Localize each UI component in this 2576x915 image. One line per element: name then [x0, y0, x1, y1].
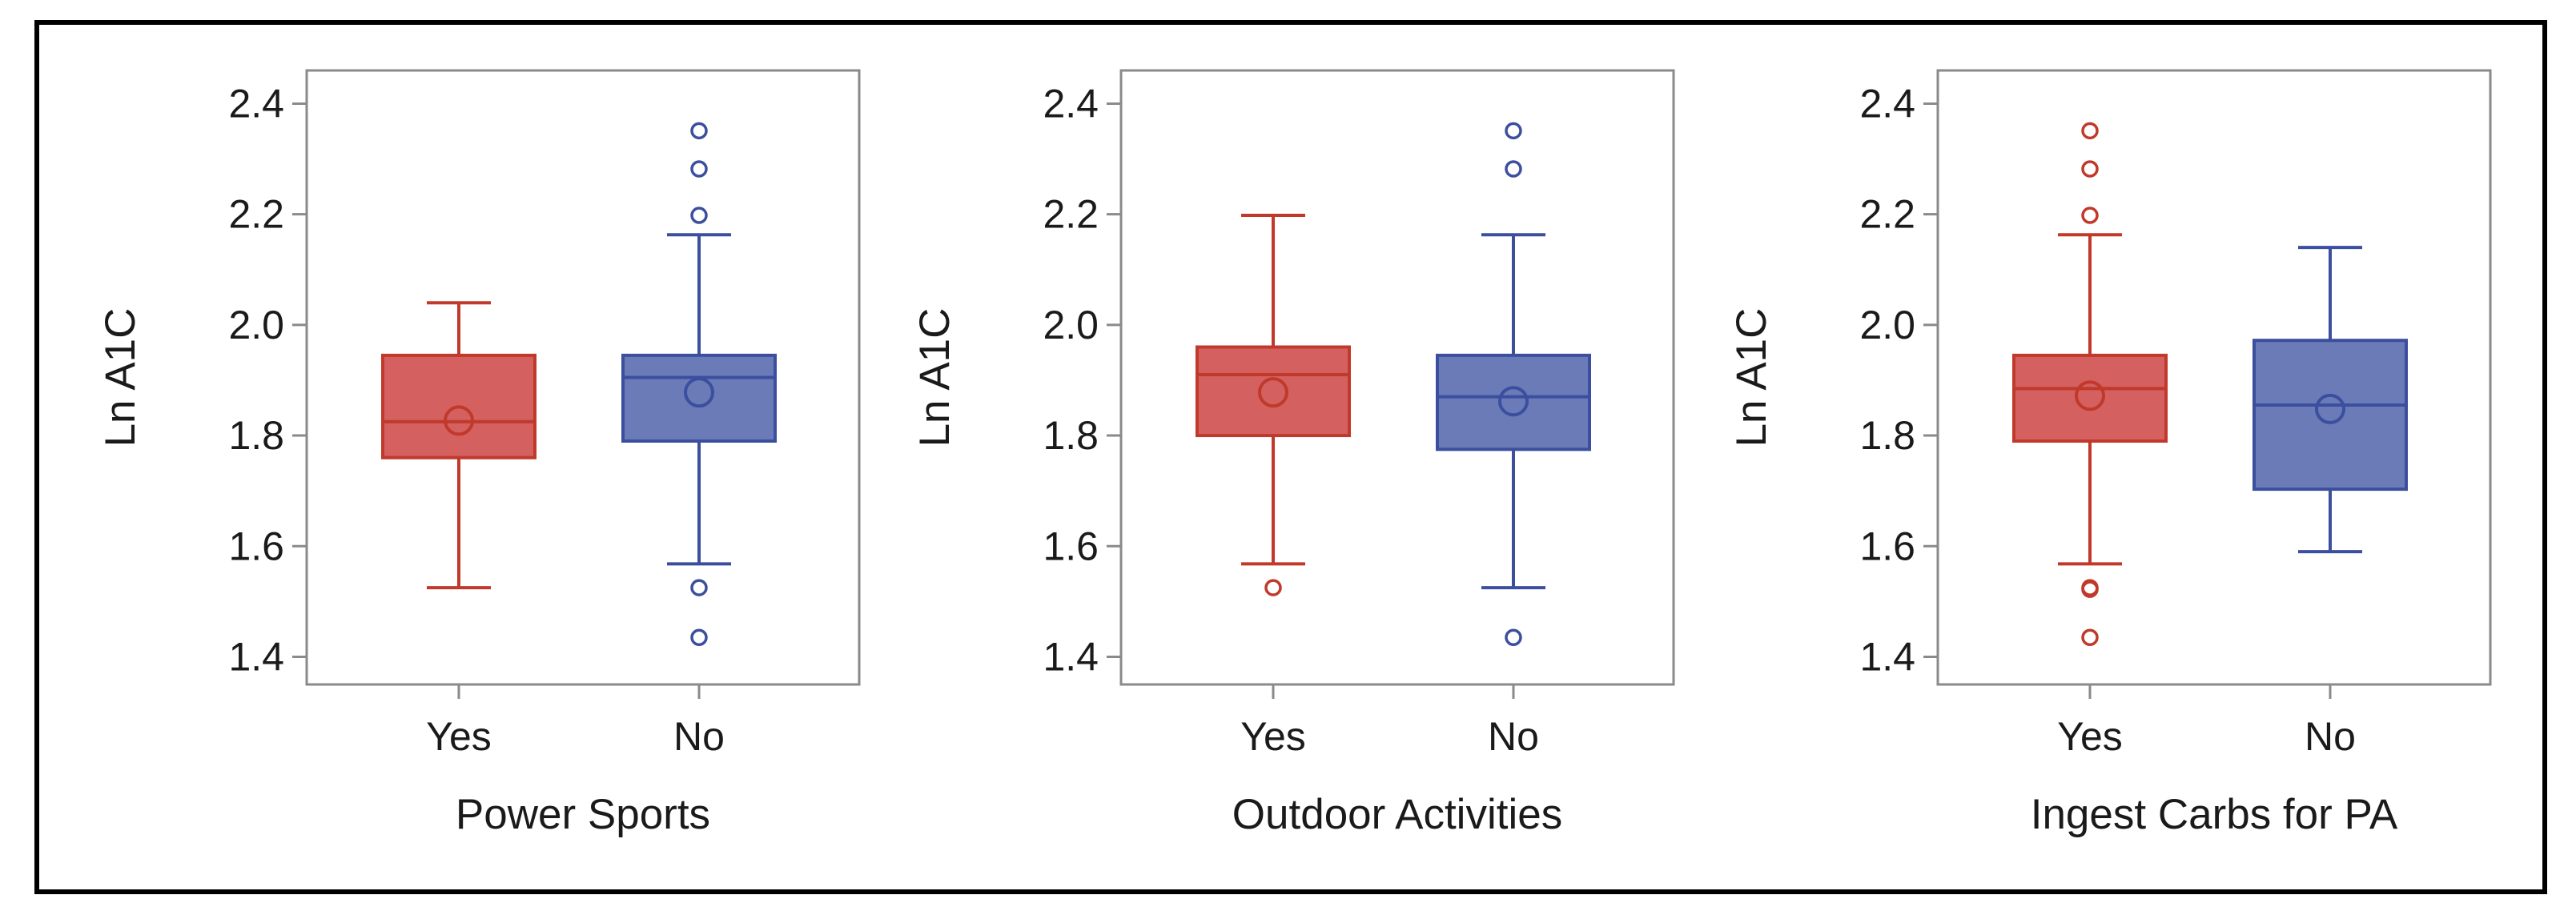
mean-marker: [1498, 386, 1529, 417]
x-tick-label: Yes: [426, 714, 492, 759]
plot-frame: [305, 69, 861, 686]
x-axis-title: Power Sports: [456, 791, 710, 838]
y-tick-label: 2.0: [228, 303, 284, 347]
outlier-point: [690, 122, 708, 140]
box-yes: [381, 301, 536, 590]
y-tick-label: 1.4: [228, 634, 284, 679]
outlier-point: [2081, 122, 2099, 140]
y-tick-label: 2.2: [228, 192, 284, 237]
x-tick-label: No: [1488, 714, 1539, 759]
mean-marker: [444, 405, 474, 436]
chart-panel-1: 1.4 1.6 1.8 2.0 2.2 2.4 Ln A1C Yes No Power Sport…: [97, 69, 861, 838]
chart-panels: 1.4 1.6 1.8 2.0 2.2 2.4 Ln A1C Yes No Power Sport…: [97, 69, 2492, 838]
y-axis-title: Ln A1C: [1728, 308, 1775, 447]
outlier-point: [2081, 628, 2099, 647]
box-no: [621, 122, 777, 647]
outlier-point: [1264, 579, 1282, 596]
plot-frame: [1936, 69, 2492, 686]
y-axis-title: Ln A1C: [97, 308, 144, 447]
mean-marker: [2075, 380, 2105, 411]
chart-panel-2: 1.4 1.6 1.8 2.0 2.2 2.4 Ln A1C Yes No Outdoor Act…: [911, 69, 1675, 838]
y-tick-label: 2.4: [228, 81, 284, 126]
outlier-point: [690, 579, 708, 596]
y-tick-label: 1.6: [1859, 524, 1915, 568]
x-axis-title: Outdoor Activities: [1232, 791, 1562, 838]
outlier-point: [1505, 160, 1522, 178]
outlier-point: [2081, 160, 2099, 178]
y-tick-label: 2.4: [1043, 81, 1099, 126]
y-tick-label: 1.6: [228, 524, 284, 568]
box-iqr: [1436, 353, 1591, 451]
box-no: [2252, 246, 2408, 554]
y-tick-label: 2.0: [1043, 303, 1099, 347]
x-tick-label: Yes: [1240, 714, 1306, 759]
mean-marker: [1258, 377, 1288, 408]
x-tick-label: No: [2305, 714, 2356, 759]
x-tick-label: No: [673, 714, 725, 759]
y-tick-label: 2.4: [1859, 81, 1915, 126]
outlier-point: [690, 628, 708, 647]
y-axis-title: Ln A1C: [911, 308, 958, 447]
y-tick-label: 2.0: [1859, 303, 1915, 347]
box-yes: [1196, 214, 1351, 596]
y-tick-label: 2.2: [1043, 192, 1099, 237]
y-tick-label: 1.8: [1859, 413, 1915, 458]
box-iqr: [1196, 345, 1351, 438]
outlier-point: [690, 207, 708, 224]
outlier-point: [2081, 207, 2099, 224]
box-no: [1436, 122, 1591, 647]
box-iqr: [2252, 339, 2408, 492]
y-tick-label: 1.8: [228, 413, 284, 458]
y-tick-label: 1.8: [1043, 413, 1099, 458]
outlier-point: [1505, 628, 1522, 647]
outlier-point: [690, 160, 708, 178]
box-yes: [2012, 122, 2168, 647]
chart-panel-3: 1.4 1.6 1.8 2.0 2.2 2.4 Ln A1C Yes No Ingest Carb…: [1728, 69, 2492, 838]
y-tick-label: 1.4: [1043, 634, 1099, 679]
mean-marker: [684, 377, 714, 408]
x-axis-title: Ingest Carbs for PA: [2031, 791, 2398, 838]
x-tick-label: Yes: [2057, 714, 2123, 759]
box-iqr: [621, 353, 777, 443]
mean-marker: [2315, 393, 2345, 424]
outlier-point: [1505, 122, 1522, 140]
y-tick-label: 2.2: [1859, 192, 1915, 237]
y-tick-label: 1.4: [1859, 634, 1915, 679]
outlier-point: [2081, 580, 2099, 598]
box-iqr: [2012, 353, 2168, 443]
y-tick-label: 1.6: [1043, 524, 1099, 568]
plot-frame: [1119, 69, 1675, 686]
